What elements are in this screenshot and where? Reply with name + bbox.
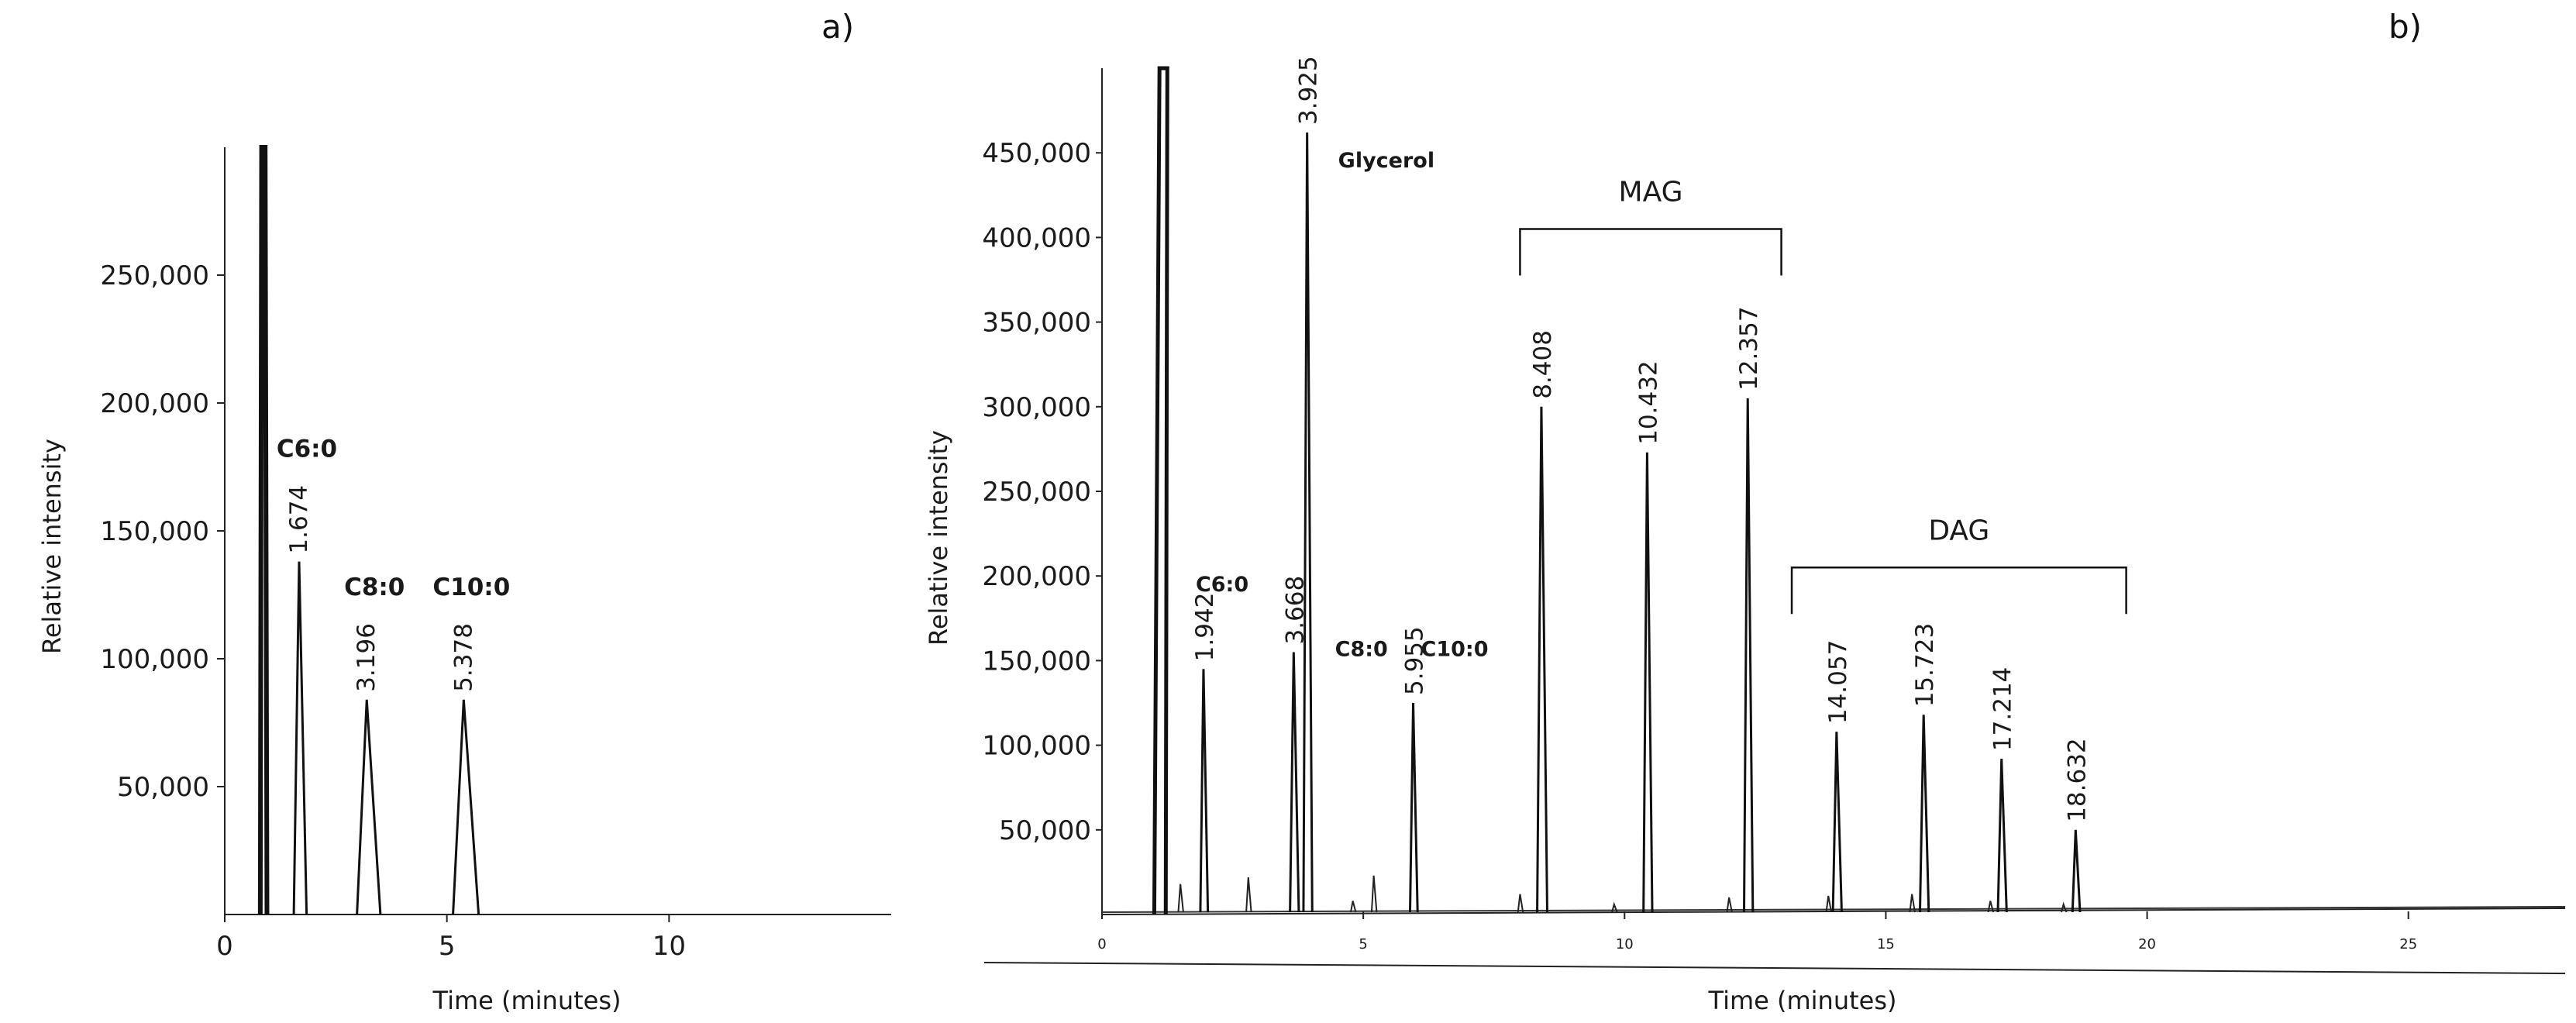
compound-label-glycerol: Glycerol: [1338, 149, 1434, 173]
x-tick-label: 0: [216, 931, 233, 962]
y-tick-label: 50,000: [999, 815, 1091, 846]
compound-label: C10:0: [432, 574, 510, 601]
panel-a-letter: a): [821, 8, 855, 46]
peak-time-label: 1.674: [285, 485, 313, 554]
minor-peak: [1987, 901, 1995, 913]
peak: [1289, 652, 1300, 913]
group-label: MAG: [1619, 176, 1683, 208]
y-tick-label: 100,000: [982, 731, 1091, 762]
y-tick-label: 350,000: [982, 308, 1091, 339]
x-tick-label: 10: [653, 931, 686, 962]
x-axis-title: Time (minutes): [432, 986, 622, 1015]
peak-time-label: 3.925: [1295, 56, 1323, 125]
minor-peak: [1909, 894, 1916, 913]
x-tick-label: 10: [1616, 936, 1634, 952]
minor-peak: [1825, 895, 1833, 913]
group-bracket: [1519, 228, 1782, 276]
compound-label-c6: C6:0: [1196, 573, 1248, 597]
minor-peak: [1611, 901, 1618, 913]
minor-peak: [1349, 901, 1357, 913]
peak: [292, 561, 308, 915]
minor-peak: [1177, 884, 1184, 913]
x-tick-label: 0: [1097, 936, 1106, 952]
minor-peak: [1245, 877, 1252, 913]
y-tick-label: 300,000: [982, 392, 1091, 423]
peak-time-label: 1.942: [1191, 593, 1219, 662]
group-bracket: [1790, 567, 2127, 615]
peak: [1831, 732, 1843, 913]
peak: [356, 699, 382, 915]
compound-label: C6:0: [277, 436, 337, 463]
peak: [1996, 759, 2008, 913]
compound-label-c8: C8:0: [1335, 637, 1388, 661]
y-axis-title: Relative intensity: [37, 439, 67, 654]
y-tick-label: 200,000: [100, 388, 209, 419]
peak: [2071, 829, 2082, 913]
peak: [1302, 132, 1314, 913]
peak-time-label: 10.432: [1634, 360, 1662, 444]
peak-time-label: 15.723: [1911, 623, 1939, 707]
peak-time-label: 5.955: [1401, 626, 1429, 695]
peak-time-label: 8.408: [1529, 330, 1557, 399]
y-tick-label: 200,000: [982, 561, 1091, 592]
y-tick-label: 250,000: [100, 260, 209, 291]
y-axis-title: Relative intensity: [924, 430, 953, 646]
peak: [1199, 669, 1210, 913]
compound-label-c10: C10:0: [1421, 637, 1489, 661]
peak: [1742, 398, 1755, 913]
y-tick-label: 400,000: [982, 222, 1091, 253]
y-tick-label: 450,000: [982, 138, 1091, 169]
minor-peak: [1370, 875, 1378, 913]
x-tick-label: 5: [1359, 936, 1367, 952]
x-axis-title: Time (minutes): [1708, 986, 1897, 1015]
x-tick-label: 25: [2399, 936, 2417, 952]
chromatogram-b: 50,000 100,000 150,000 200,000 250,000 300,00…: [924, 56, 2566, 1015]
group-label: DAG: [1928, 515, 1989, 546]
y-tick-label: 100,000: [100, 644, 209, 675]
peak-time-label: 12.357: [1735, 306, 1763, 390]
x-tick-label: 20: [2138, 936, 2156, 952]
compound-label: C8:0: [344, 574, 405, 601]
y-tick-label: 150,000: [982, 646, 1091, 677]
peak-time-label: 5.378: [449, 623, 477, 692]
solvent-peak: [1152, 66, 1169, 915]
y-tick-label: 50,000: [117, 772, 209, 803]
minor-peak: [1517, 894, 1524, 913]
solvent-peak: [257, 145, 270, 915]
peak-time-label: 18.632: [2063, 738, 2091, 822]
x-axis-lower-rule: [983, 962, 2566, 974]
peak: [452, 699, 480, 915]
minor-peak: [1726, 897, 1733, 913]
peak-time-label: 17.214: [1989, 667, 2017, 751]
y-tick-label: 250,000: [982, 477, 1091, 508]
x-tick-label: 5: [439, 931, 456, 962]
peak: [1536, 406, 1548, 913]
peak: [1918, 715, 1930, 913]
minor-peak: [2061, 901, 2068, 913]
panel-b-letter: b): [2388, 8, 2423, 46]
peak-time-label: 3.196: [353, 623, 381, 692]
y-tick-label: 150,000: [100, 516, 209, 547]
chromatogram-a: 50,000 100,000 150,000 200,000 250,000 0 5 10 Ti…: [37, 145, 891, 1015]
peak: [1408, 702, 1419, 913]
x-tick-label: 15: [1877, 936, 1895, 952]
peak-time-label: 14.057: [1824, 640, 1852, 724]
peak: [1642, 452, 1654, 913]
